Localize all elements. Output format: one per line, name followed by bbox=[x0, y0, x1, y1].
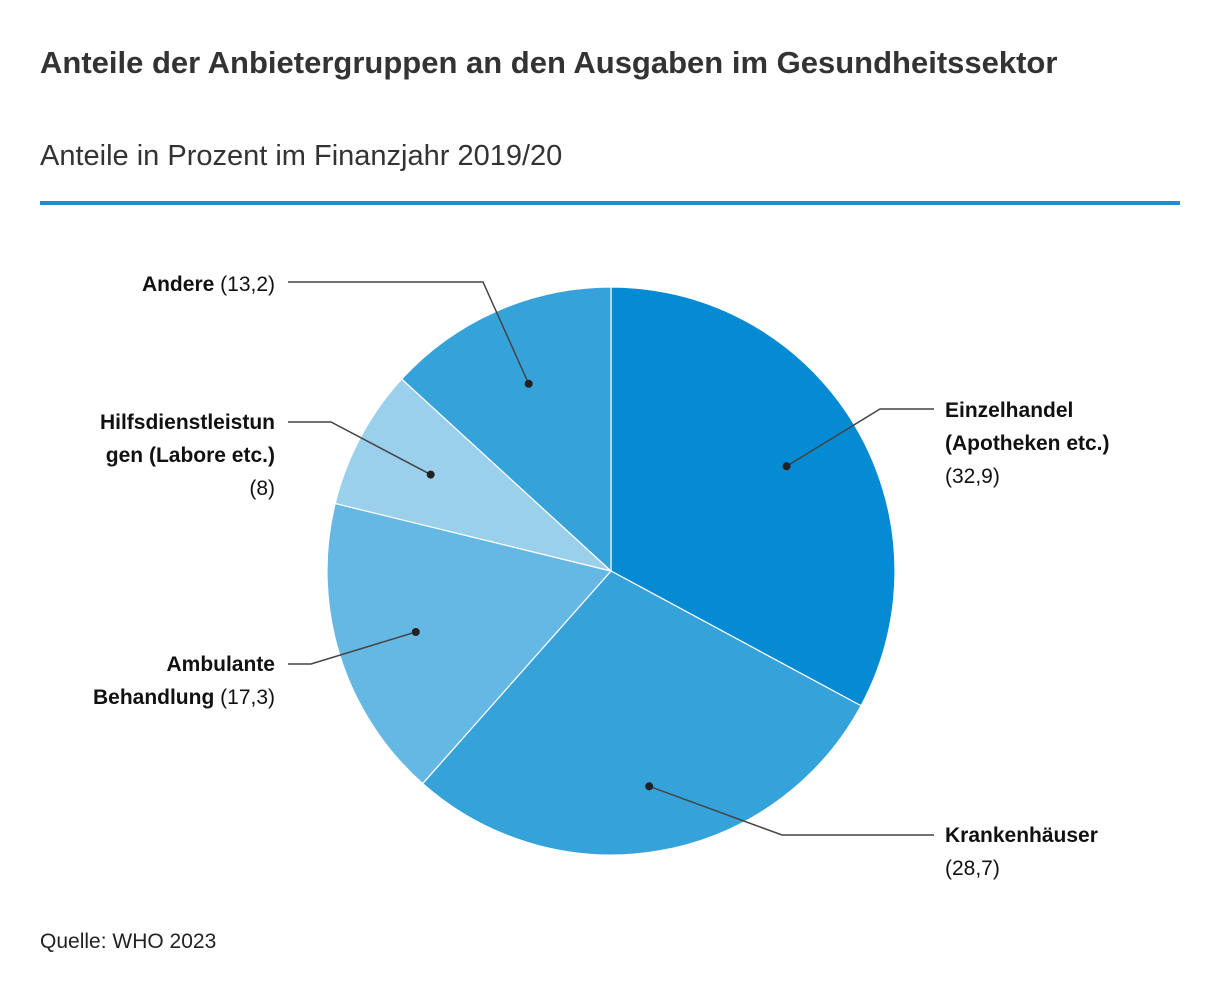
leader-dot-hilfs bbox=[426, 470, 435, 479]
label-andere: Andere (13,2) bbox=[142, 268, 275, 301]
leader-dot-krankenhaeuser bbox=[645, 782, 654, 791]
label-einzelhandel-name-1: Einzelhandel bbox=[945, 399, 1074, 422]
label-hilfs-name-1: Hilfsdienstleistun bbox=[99, 411, 275, 434]
label-einzelhandel: Einzelhandel (Apotheken etc.) (32,9) bbox=[945, 394, 1110, 493]
leader-dot-einzelhandel bbox=[782, 462, 791, 471]
label-hilfs: Hilfsdienstleistun gen (Labore etc.) (8) bbox=[100, 406, 275, 505]
chart-subtitle: Anteile in Prozent im Finanzjahr 2019/20 bbox=[40, 140, 563, 172]
leader-line-ambulant bbox=[288, 631, 417, 665]
label-krankenhaeuser: Krankenhäuser (28,7) bbox=[945, 819, 1098, 885]
label-ambulant-name-1: Ambulante bbox=[166, 653, 275, 676]
label-andere-name: Andere bbox=[141, 273, 215, 296]
label-ambulant-value: (17,3) bbox=[220, 686, 275, 709]
leader-dot-ambulant bbox=[411, 628, 420, 636]
label-ambulant-name-2: Behandlung bbox=[92, 686, 215, 709]
label-einzelhandel-value: (32,9) bbox=[945, 465, 1000, 488]
leader-dot-andere bbox=[524, 379, 533, 388]
label-krankenhaeuser-name: Krankenhäuser bbox=[945, 824, 1098, 847]
leader-line-krankenhaeuser bbox=[648, 785, 934, 836]
pie-slices bbox=[326, 286, 896, 856]
leader-line-hilfs bbox=[288, 421, 432, 476]
pie-slice-krankenhaeuser bbox=[421, 570, 862, 856]
pie-slice-einzelhandel bbox=[610, 286, 896, 707]
label-hilfs-name-2: gen (Labore etc.) bbox=[105, 444, 275, 467]
label-ambulant: Ambulante Behandlung (17,3) bbox=[93, 648, 275, 714]
leader-line-einzelhandel bbox=[786, 408, 934, 467]
leader-line-andere bbox=[288, 281, 530, 385]
label-andere-value: (13,2) bbox=[220, 273, 275, 296]
label-hilfs-value: (8) bbox=[249, 477, 275, 500]
chart-title: Anteile der Anbietergruppen an den Ausga… bbox=[40, 45, 1058, 80]
source-note: Quelle: WHO 2023 bbox=[40, 930, 217, 953]
leader-lines bbox=[288, 281, 934, 836]
label-einzelhandel-name-2: (Apotheken etc.) bbox=[945, 432, 1110, 455]
header-divider bbox=[40, 201, 1180, 205]
label-krankenhaeuser-value: (28,7) bbox=[945, 857, 1000, 880]
